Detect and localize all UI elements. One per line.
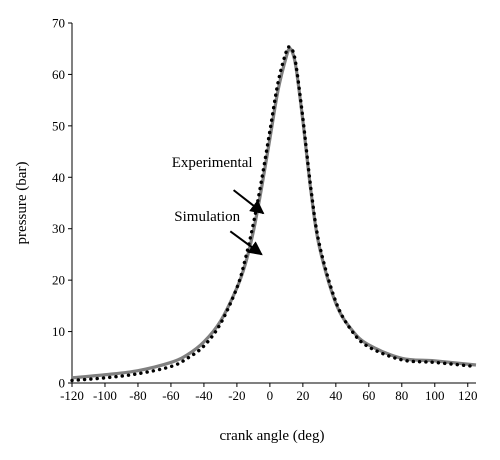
annotations: Experimental Simulation: [172, 155, 265, 256]
annotation-label-simulation: Simulation: [174, 209, 240, 225]
series-line-experimental: [70, 45, 478, 383]
series-line-simulation: [71, 47, 477, 380]
y-axis-label: pressure (bar): [14, 162, 30, 245]
y-tick-label: 10: [52, 324, 65, 339]
x-tick-label: -100: [93, 388, 117, 403]
x-tick-label: 120: [458, 388, 478, 403]
y-tick-label: 20: [52, 273, 65, 288]
axes: [71, 23, 476, 384]
x-tick-label: -120: [60, 388, 84, 403]
x-tick-label: -60: [162, 388, 179, 403]
x-tick-label: 20: [296, 388, 309, 403]
annotation-arrow-simulation: [229, 230, 263, 256]
annotation-arrow-experimental: [232, 189, 265, 215]
y-tick-label: 50: [52, 118, 65, 133]
y-ticks: 0 10 20 30 40 50 60 70: [52, 16, 72, 391]
x-tick-label: -80: [129, 388, 146, 403]
x-tick-label: -40: [195, 388, 212, 403]
series-layer: [70, 45, 478, 383]
y-tick-label: 40: [52, 170, 65, 185]
y-tick-label: 0: [59, 376, 66, 391]
x-axis-label: crank angle (deg): [220, 428, 325, 444]
y-tick-label: 70: [52, 16, 65, 31]
x-tick-label: -20: [228, 388, 245, 403]
x-tick-label: 0: [267, 388, 274, 403]
x-tick-label: 40: [329, 388, 342, 403]
y-tick-label: 30: [52, 221, 65, 236]
x-ticks: -120 -100 -80 -60 -40 -20 0 20 40 60 80 100 120: [60, 383, 478, 403]
x-tick-label: 80: [395, 388, 408, 403]
x-tick-label: 60: [362, 388, 375, 403]
y-tick-label: 60: [52, 67, 65, 82]
x-tick-label: 100: [425, 388, 445, 403]
annotation-label-experimental: Experimental: [172, 155, 253, 171]
